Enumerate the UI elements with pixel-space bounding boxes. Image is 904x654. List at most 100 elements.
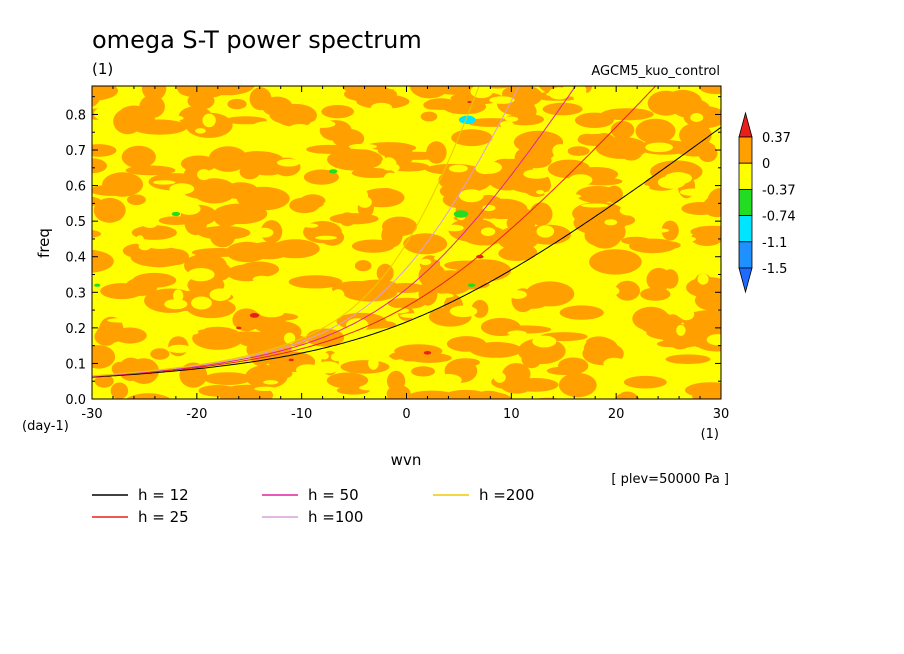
field-blob-orange [192,326,244,350]
field-blob-orange [504,244,538,261]
field-blob-orange [646,325,696,341]
field-blob-yellow [505,116,519,122]
field-blob-orange [691,230,721,246]
field-blob-yellow [645,142,673,153]
field-blob-orange [92,86,118,101]
x-tick-label: 10 [503,407,520,422]
field-blob-yellow [536,190,545,195]
field-blob-yellow [359,189,369,203]
field-blob-orange [404,74,454,82]
field-blob-yellow [644,348,654,363]
field-blob-orange [332,128,365,149]
field-blob-yellow [706,334,721,346]
field-blob-orange [351,168,395,178]
field-blob-orange [476,390,500,399]
field-blob-orange [180,155,217,172]
field-blob-orange [249,87,272,111]
field-blob-orange [469,342,523,358]
field-blob-yellow [388,123,406,130]
field-blob-orange [411,366,436,377]
field-blob-yellow [194,320,208,330]
field-blob-orange [203,372,252,385]
field-blob-yellow [173,289,184,303]
curve-legend: h = 12 h = 25 h = 50 h =100 h =200 [92,486,534,526]
field-blob-yellow [93,107,113,121]
field-blob-orange [342,86,397,95]
field-blob-yellow [552,144,568,158]
field-blob-orange [521,348,542,369]
field-blob-yellow [209,288,231,302]
field-blob-yellow [153,180,176,185]
field-blob-orange [525,281,575,307]
field-blob-yellow [507,330,527,336]
field-blob-yellow [581,203,609,208]
field-blob-orange [707,188,721,214]
colorbar-box [738,241,753,269]
y-unit: (day-1) [22,419,69,434]
colorbar-box [738,215,753,243]
field-blob-orange [665,354,711,365]
field-blob-orange [191,248,245,257]
field-blob-yellow [254,386,277,391]
colorbar-box [738,188,753,216]
field-blob-orange [239,164,260,180]
field-blob-yellow [538,255,566,266]
field-blob-orange [614,280,641,301]
field-blob-orange [117,105,151,128]
y-axis-label: freq [35,228,53,258]
field-blob-yellow [546,92,562,97]
field-blob-yellow [330,352,344,362]
field-blob-orange [389,351,435,362]
field-blob-orange [93,197,126,223]
field-blob-yellow [348,143,377,150]
field-blob-yellow [383,172,398,185]
field-blob-orange [610,121,635,139]
field-blob-yellow [195,128,206,134]
field-blob-orange [92,158,107,174]
dispersion-curves [92,86,721,378]
field-blob-yellow [475,161,502,174]
field-blob-yellow [532,335,557,348]
field-blob-yellow [170,115,184,121]
field-blob-orange [456,259,512,282]
y-tick-label: 0.5 [65,215,86,230]
colorbar-level-label: -0.37 [762,183,796,198]
field-blob-yellow [562,86,587,97]
field-blob-orange [632,306,670,331]
x-axis-label: wvn [391,451,422,469]
chart-subtitle: (1) [92,60,113,78]
field-blob-yellow [323,199,342,211]
field-blob-orange [98,334,121,343]
anomaly-patch [171,211,181,217]
field-blob-orange [132,272,177,288]
field-blob-yellow [178,202,201,215]
field-blob-orange [118,357,144,381]
field-blob-orange [661,220,679,241]
field-blob-orange [340,360,390,374]
field-blob-yellow [277,158,301,167]
anomaly-patch [328,169,338,174]
field-blob-yellow [243,293,263,303]
field-blob-orange [578,133,597,143]
x-tick-label: 30 [713,407,730,422]
plev-note: [ plev=50000 Pa ] [611,472,729,487]
field-blob-yellow [690,113,704,122]
field-blob-orange [210,225,236,248]
colorbar-level-label: -1.1 [762,236,787,251]
field-blob-orange [514,102,537,121]
field-blob-yellow [254,227,274,238]
anomaly-patch [476,254,484,259]
field-blob-yellow [603,357,626,370]
field-blob-yellow [187,268,215,282]
field-blob-yellow [309,120,336,128]
field-blob-yellow [386,86,409,90]
field-blob-yellow [639,185,650,190]
field-blob-orange [92,196,102,206]
field-blob-orange [390,151,443,160]
field-blob-yellow [435,374,462,387]
field-blob-yellow [680,236,696,242]
run-label: AGCM5_kuo_control [591,64,720,79]
y-tick-label: 0.0 [65,393,86,408]
field-blob-yellow [434,255,449,261]
field-blob-yellow [263,380,279,385]
